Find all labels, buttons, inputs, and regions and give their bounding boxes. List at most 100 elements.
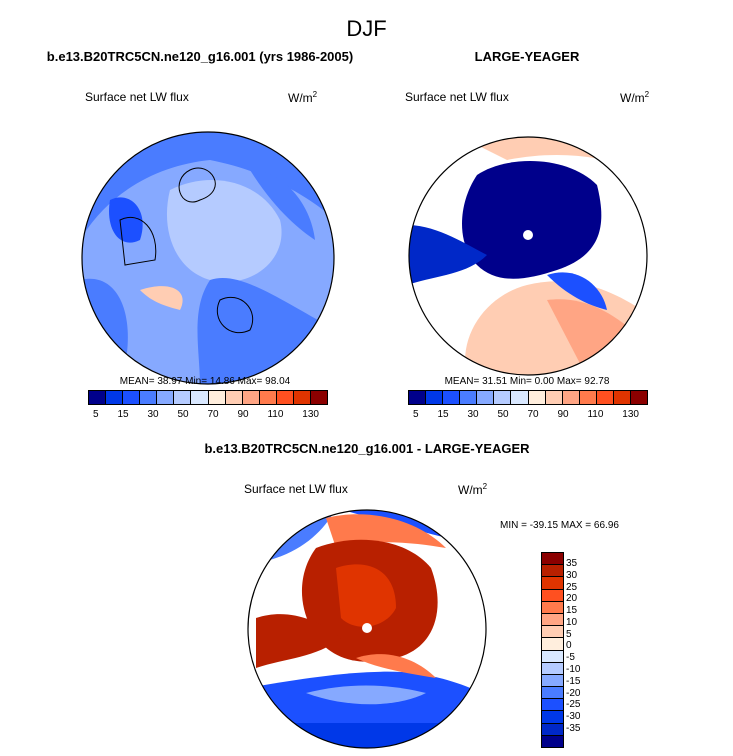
- panel2-units: W/m2: [620, 90, 649, 105]
- colorbar-swatch: [225, 391, 243, 404]
- colorbar-tick-label: -25: [566, 699, 581, 711]
- colorbar-swatch: [89, 391, 107, 404]
- colorbar-tick-label: 70: [527, 409, 539, 420]
- colorbar-tick-label: -35: [566, 722, 581, 734]
- colorbar-swatch: [542, 650, 563, 663]
- colorbar-tick-label: 110: [587, 409, 604, 420]
- colorbar-tick-label: 15: [117, 409, 129, 420]
- colorbar-swatch: [542, 674, 563, 688]
- panel3-title: b.e13.B20TRC5CN.ne120_g16.001 - LARGE-YE…: [204, 441, 530, 456]
- colorbar-swatch: [631, 391, 648, 404]
- panel1-variable: Surface net LW flux: [85, 90, 189, 104]
- colorbar-swatch: [542, 577, 563, 590]
- colorbar-tick-label: 20: [566, 593, 578, 605]
- colorbar-swatch: [542, 687, 563, 700]
- colorbar-swatch: [409, 391, 427, 404]
- colorbar-tick-label: 5: [566, 628, 572, 640]
- colorbar-swatch: [259, 391, 277, 404]
- colorbar-tick-label: 130: [622, 409, 639, 420]
- panel2-variable: Surface net LW flux: [405, 90, 509, 104]
- colorbar-swatch: [542, 613, 563, 627]
- panel2-title: LARGE-YEAGER: [474, 49, 580, 64]
- panel3-colorbar: [541, 552, 564, 748]
- colorbar-tick-label: -20: [566, 687, 581, 699]
- panel1-colorbar-labels: 5 15 30 50 70 90 110 130: [93, 409, 319, 420]
- units-text: W/m: [458, 483, 483, 497]
- colorbar-swatch: [579, 391, 597, 404]
- colorbar-tick-label: -30: [566, 711, 581, 723]
- panel2-polar-map: [408, 136, 648, 376]
- colorbar-tick-label: 30: [147, 409, 159, 420]
- colorbar-swatch: [293, 391, 312, 404]
- panel2-colorbar: [408, 390, 648, 405]
- colorbar-swatch: [613, 391, 632, 404]
- colorbar-tick-label: 30: [467, 409, 479, 420]
- colorbar-swatch: [542, 638, 563, 651]
- colorbar-tick-label: 15: [566, 605, 578, 617]
- colorbar-tick-label: 70: [207, 409, 219, 420]
- panel3-variable: Surface net LW flux: [244, 482, 348, 496]
- colorbar-swatch: [242, 391, 260, 404]
- colorbar-tick-label: 5: [413, 409, 419, 420]
- colorbar-tick-label: 10: [566, 616, 578, 628]
- colorbar-swatch: [542, 662, 563, 675]
- colorbar-swatch: [542, 553, 563, 566]
- colorbar-tick-label: 30: [566, 569, 578, 581]
- colorbar-swatch: [157, 391, 175, 404]
- colorbar-swatch: [542, 711, 563, 724]
- colorbar-swatch: [511, 391, 529, 404]
- colorbar-swatch: [174, 391, 192, 404]
- colorbar-swatch: [528, 391, 546, 404]
- colorbar-swatch: [477, 391, 495, 404]
- colorbar-swatch: [426, 391, 444, 404]
- colorbar-tick-label: -10: [566, 664, 581, 676]
- colorbar-swatch: [443, 391, 461, 404]
- units-exponent: 2: [644, 90, 650, 99]
- panel1-polar-map: [81, 131, 335, 385]
- colorbar-swatch: [140, 391, 158, 404]
- panel3-min-max: MIN = -39.15 MAX = 66.96: [500, 520, 619, 531]
- colorbar-swatch: [311, 391, 328, 404]
- units-text: W/m: [620, 91, 645, 105]
- colorbar-swatch: [542, 735, 563, 747]
- panel1-colorbar: [88, 390, 328, 405]
- colorbar-tick-label: 50: [177, 409, 189, 420]
- panel1-units: W/m2: [288, 90, 317, 105]
- colorbar-tick-label: 50: [497, 409, 509, 420]
- colorbar-swatch: [208, 391, 226, 404]
- colorbar-swatch: [460, 391, 478, 404]
- panel3-polar-map: [247, 509, 487, 749]
- colorbar-swatch: [276, 391, 294, 404]
- panel3-colorbar-labels: 35 30 25 20 15 10 5 0 -5 -10 -15 -20 -25 -30 -35: [566, 558, 580, 734]
- colorbar-tick-label: 15: [437, 409, 449, 420]
- panel1-title: b.e13.B20TRC5CN.ne120_g16.001 (yrs 1986-…: [46, 49, 354, 64]
- colorbar-tick-label: -15: [566, 675, 581, 687]
- units-text: W/m: [288, 91, 313, 105]
- colorbar-swatch: [191, 391, 209, 404]
- colorbar-swatch: [542, 626, 563, 639]
- colorbar-swatch: [542, 699, 563, 712]
- colorbar-tick-label: 110: [267, 409, 284, 420]
- colorbar-swatch: [562, 391, 580, 404]
- colorbar-swatch: [123, 391, 141, 404]
- colorbar-tick-label: 5: [93, 409, 99, 420]
- colorbar-swatch: [106, 391, 124, 404]
- colorbar-swatch: [494, 391, 512, 404]
- units-exponent: 2: [312, 90, 318, 99]
- colorbar-swatch: [542, 601, 563, 614]
- colorbar-tick-label: -5: [566, 652, 575, 664]
- panel3-units: W/m2: [458, 482, 487, 497]
- colorbar-tick-label: 0: [566, 640, 572, 652]
- panel2-colorbar-labels: 5 15 30 50 70 90 110 130: [413, 409, 639, 420]
- colorbar-swatch: [545, 391, 563, 404]
- colorbar-tick-label: 25: [566, 581, 578, 593]
- colorbar-swatch: [596, 391, 614, 404]
- colorbar-swatch: [542, 589, 563, 602]
- colorbar-tick-label: 90: [557, 409, 569, 420]
- units-exponent: 2: [482, 482, 488, 491]
- panel2-stats: MEAN= 31.51 Min= 0.00 Max= 92.78: [444, 376, 610, 387]
- colorbar-swatch: [542, 723, 563, 736]
- panel1-stats: MEAN= 38.97 Min= 14.86 Max= 98.04: [119, 376, 291, 387]
- colorbar-swatch: [542, 565, 563, 578]
